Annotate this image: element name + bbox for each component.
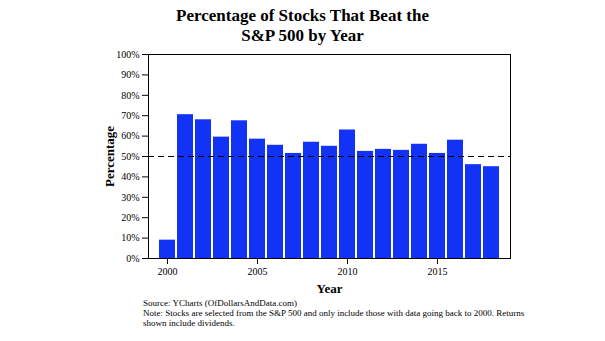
html-text:Note: Stocks are selected from: Note: Stocks are selected from the S&P 5… — [143, 308, 525, 328]
svg-text:60%: 60% — [121, 130, 139, 141]
svg-text:2000: 2000 — [158, 266, 178, 277]
svg-text:20%: 20% — [121, 212, 139, 223]
svg-text:2005: 2005 — [248, 266, 268, 277]
svg-text:90%: 90% — [121, 69, 139, 80]
svg-text:40%: 40% — [121, 171, 139, 182]
svg-text:2015: 2015 — [428, 266, 448, 277]
svg-text:0%: 0% — [126, 253, 139, 264]
svg-text:Year: Year — [317, 281, 343, 296]
svg-text:70%: 70% — [121, 110, 139, 121]
svg-text:100%: 100% — [116, 49, 139, 60]
svg-text:Percentage: Percentage — [102, 126, 117, 187]
svg-text:10%: 10% — [121, 232, 139, 243]
svg-text:50%: 50% — [121, 151, 139, 162]
svg-text:80%: 80% — [121, 90, 139, 101]
svg-text:30%: 30% — [121, 192, 139, 203]
html-text:Percentage of Stocks That Beat: Percentage of Stocks That Beat the S&P 5… — [176, 6, 429, 45]
html-text:Source: YCharts (OfDollarsAndD: Source: YCharts (OfDollarsAndData.com) — [143, 298, 297, 308]
svg-text:2010: 2010 — [338, 266, 358, 277]
